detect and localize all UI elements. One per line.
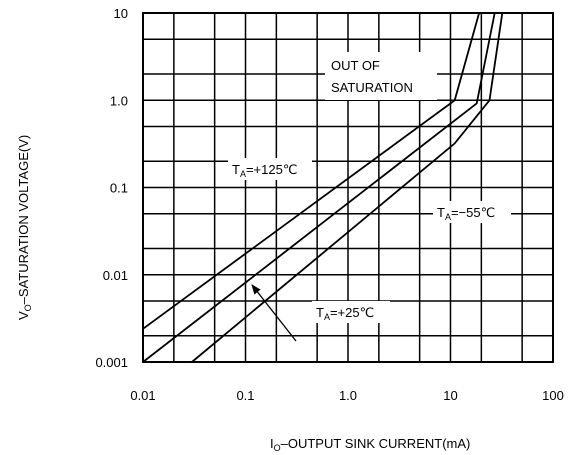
t25-label: TA=+25℃	[316, 305, 374, 322]
y-tick-label: 0.001	[95, 355, 128, 370]
x-axis-label: IO–OUTPUT SINK CURRENT(mA)	[270, 436, 470, 453]
x-tick-label: 0.1	[236, 388, 254, 403]
x-tick-label: 100	[542, 388, 564, 403]
x-tick-label: 10	[443, 388, 457, 403]
y-tick-label: 10	[114, 6, 128, 21]
t55-label-bg	[433, 201, 511, 223]
x-tick-labels: 0.01 0.1 1.0 10 100	[130, 388, 564, 403]
t25-label-bg	[312, 301, 390, 323]
plot-frame	[142, 12, 554, 363]
t55-label: TA=−55℃	[437, 205, 495, 222]
t125-label: TA=+125℃	[232, 162, 297, 179]
out-of-saturation-label-line1: OUT OF	[331, 58, 380, 73]
series-line	[142, 12, 480, 330]
y-tick-label: 0.1	[110, 181, 128, 196]
out-of-saturation-label-line2: SATURATION	[331, 80, 413, 95]
region-label-bg	[325, 52, 437, 100]
y-tick-label: 1.0	[110, 93, 128, 108]
series-lines	[142, 12, 504, 363]
series-line	[191, 12, 504, 363]
x-tick-label: 0.01	[130, 388, 155, 403]
t125-label-bg	[228, 158, 312, 180]
t25-pointer-arrow	[251, 284, 297, 342]
y-tick-label: 0.01	[103, 268, 128, 283]
x-tick-label: 1.0	[339, 388, 357, 403]
y-axis-label: VO–SATURATION VOLTAGE(V)	[16, 135, 33, 320]
y-tick-labels: 10 1.0 0.1 0.01 0.001	[95, 6, 128, 370]
series-line	[142, 12, 496, 363]
